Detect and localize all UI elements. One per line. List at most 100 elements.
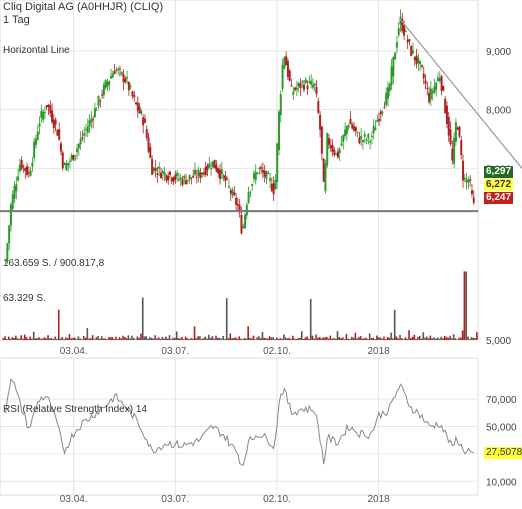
volume-bar [333,338,335,340]
volume-bar [368,333,371,340]
candle-body [288,70,291,81]
volume-bar [431,338,434,340]
candle-body [176,172,179,177]
candle-body [328,138,331,145]
candle-body [67,162,70,166]
candle-body [265,171,268,179]
candle-body [354,127,357,132]
volume-bar [140,333,142,340]
grid [0,0,479,496]
trendline[interactable] [399,18,522,169]
candle-body [385,92,388,106]
volume-bar [345,333,348,340]
volume-bar [231,338,233,340]
volume-bar [418,335,421,340]
candle-body [338,149,341,153]
volume-bar [154,335,157,340]
volume-bar [200,338,203,340]
candle-body [45,105,48,108]
candle-body [192,175,195,178]
candle-body [283,57,286,69]
volume-bar [367,338,369,340]
candle-body [206,165,209,171]
rsi-x-tick-label: 02.10. [263,494,291,505]
candle-body [410,45,413,56]
candle-body [252,173,255,179]
volume-bar [168,335,171,340]
volume-bar [263,337,266,340]
volume-bar [215,335,217,340]
volume-bar [383,336,385,340]
volume-bar [184,336,187,340]
volume-bar [15,335,17,340]
volume-bar [292,335,294,340]
candle-body [31,162,34,167]
candle-body [122,74,125,83]
volume-bar [392,338,394,340]
volume-bar [116,339,119,340]
volume-bar [245,338,248,340]
candle-body [84,129,87,131]
candle-body [210,168,213,170]
candle-body [302,84,305,90]
volume-bar [84,337,87,340]
candle-body [345,126,348,134]
volume-bar [224,338,226,340]
candle-body [470,190,473,195]
candle-body [52,119,55,129]
candle-body [433,86,436,93]
candle-body [172,177,175,182]
volume-bar [141,297,144,340]
candle-body [456,127,459,130]
volume-bar [74,337,76,340]
candle-body [374,128,377,131]
candle-body [79,138,82,145]
candle-body [301,81,304,83]
candle-body [126,77,129,79]
volume-bar [359,336,362,340]
volume-bar [290,339,292,340]
volume-bar [356,338,358,340]
chart-title: Cliq Digital AG (A0HHJR) (CLIQ) [3,1,164,13]
volume-bar [161,336,164,340]
candle-body [118,68,121,70]
candle-body [40,110,43,118]
volume-bar [399,334,401,340]
candle-body [106,82,109,87]
volume-bar [372,337,375,340]
candle-body [151,159,154,175]
volume-bar [354,332,357,340]
candle-body [426,88,429,90]
candle-body [56,129,59,136]
volume-bar [234,337,237,340]
volume-bar [340,338,342,340]
rsi-line [5,378,474,466]
candle-body [372,125,375,133]
candle-body [295,87,298,90]
candle-body [403,25,406,36]
candle-body [220,169,223,175]
candle-body [213,159,216,169]
price-badge-close: 6,272 [484,179,514,191]
volume-bar [283,334,285,340]
price-y-tick-label: 8,000 [486,106,511,117]
volume-bar [156,338,158,340]
volume-bar [279,338,282,340]
price-y-tick-label: 9,000 [486,47,511,58]
candle-body [95,109,98,111]
x-tick-label: 2018 [367,346,390,357]
volume-bar [433,337,435,340]
candle-body [92,119,95,121]
volume-bar [195,338,198,340]
candle-body [306,85,309,90]
volume-bar [134,339,137,340]
candle-body [395,42,398,48]
volume-bar [460,337,462,340]
volume-bar [93,339,96,340]
volume-bar [422,332,425,340]
volume-bar [222,336,224,340]
volume-bar [370,338,373,340]
volume-bar [136,336,139,340]
volume-bar [165,336,167,340]
